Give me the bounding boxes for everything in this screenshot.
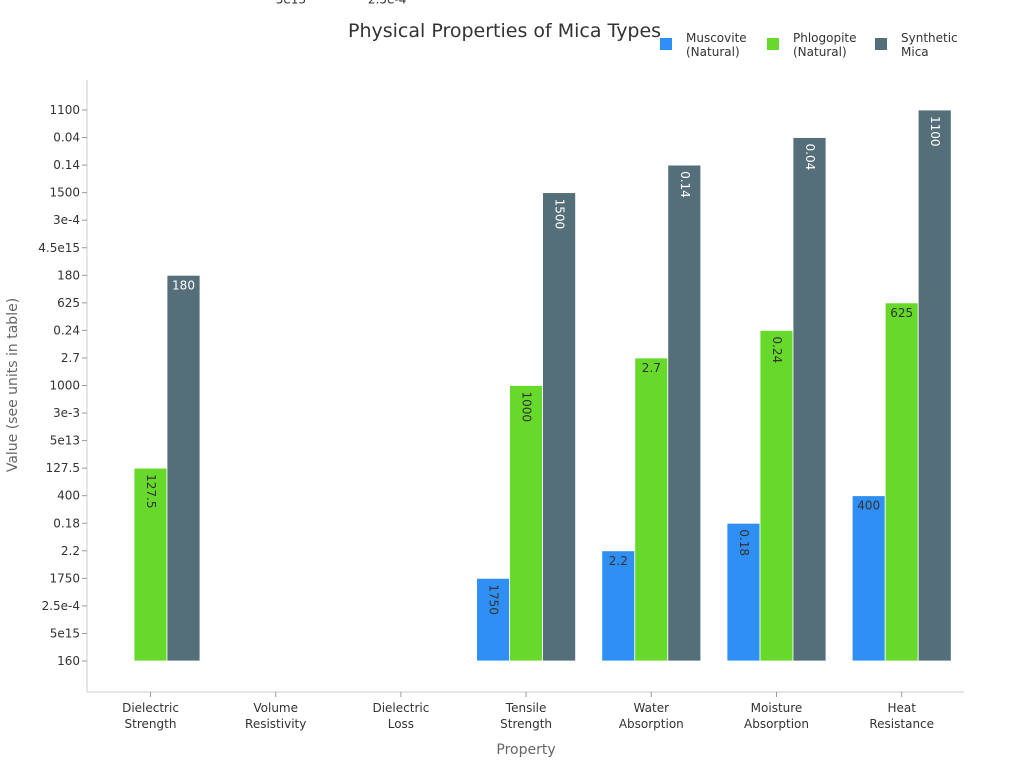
bar [917, 109, 952, 662]
bar-data-label: 2.2 [609, 554, 628, 568]
bar [133, 467, 168, 662]
chart-title: Physical Properties of Mica Types [348, 20, 662, 42]
bar-data-label: 4.5e15 [309, 0, 351, 7]
bar-data-label: 180 [172, 278, 195, 292]
bar-data-label: 0.24 [770, 336, 784, 363]
y-tick-label: 400 [57, 489, 80, 503]
legend-swatch-synthetic [875, 38, 887, 50]
bar-data-label: 3e-4 [420, 0, 447, 3]
bar [166, 274, 201, 662]
bar-data-label: 5e15 [228, 0, 258, 3]
bar-data-label: 127.5 [144, 474, 158, 508]
x-tick-label: Dielectric Loss [372, 701, 429, 731]
y-tick-label: 3e-4 [53, 213, 80, 227]
x-tick-label: Water Absorption [619, 701, 684, 731]
bar [509, 385, 544, 662]
legend-label-phlogopite: Phlogopite (Natural) [793, 31, 857, 59]
bar-data-label: 400 [857, 499, 880, 513]
y-tick-label: 2.5e-4 [42, 599, 80, 613]
bar-data-label: 0.14 [678, 171, 692, 198]
y-tick-label: 5e13 [50, 434, 80, 448]
y-tick-label: 1750 [49, 571, 80, 585]
bar [667, 164, 702, 662]
y-tick-label: 0.24 [53, 323, 80, 337]
y-tick-label: 5e15 [50, 626, 80, 640]
y-tick-label: 1100 [49, 103, 80, 117]
legend-item-muscovite: Muscovite (Natural) [660, 31, 747, 59]
bar-data-label: 1100 [928, 116, 942, 147]
y-tick-label: 1000 [49, 379, 80, 393]
legend-swatch-phlogopite [767, 38, 779, 50]
x-tick-label: Dielectric Strength [122, 701, 179, 731]
bar-data-label: 625 [890, 306, 913, 320]
legend-item-phlogopite: Phlogopite (Natural) [767, 31, 857, 59]
bar [792, 137, 827, 662]
legend-item-synthetic: Synthetic Mica [875, 31, 958, 59]
x-axis-label: Property [496, 742, 556, 758]
bar-data-label: 3e-3 [387, 0, 414, 3]
y-tick-label: 180 [57, 268, 80, 282]
legend-label-synthetic: Synthetic Mica [901, 31, 958, 59]
y-tick-label: 3e-3 [53, 406, 80, 420]
bar-data-label: 2.7 [642, 361, 661, 375]
bar-data-label: 1500 [553, 199, 567, 230]
bar [542, 192, 576, 662]
x-tick-label: Moisture Absorption [744, 701, 809, 731]
y-tick-label: 2.7 [61, 351, 80, 365]
y-tick-label: 1500 [49, 186, 80, 200]
y-tick-label: 0.18 [53, 516, 80, 530]
bar [476, 577, 511, 662]
bar-data-label: 1750 [487, 584, 501, 615]
legend: Muscovite (Natural) Phlogopite (Natural)… [660, 31, 1000, 63]
y-tick-label: 160 [57, 654, 80, 668]
bar [759, 329, 794, 662]
bar-data-label: 0.18 [737, 529, 751, 556]
bar [726, 522, 761, 662]
bar [884, 302, 919, 662]
bar [601, 550, 636, 662]
y-tick-label: 625 [57, 296, 80, 310]
y-tick-label: 0.14 [53, 158, 80, 172]
y-tick-label: 127.5 [46, 461, 80, 475]
legend-swatch-muscovite [660, 38, 672, 50]
y-tick-label: 0.04 [53, 131, 80, 145]
x-tick-label: Heat Resistance [869, 701, 934, 731]
bar-data-label: 5e13 [276, 0, 306, 7]
x-tick-label: Tensile Strength [500, 701, 552, 731]
legend-label-muscovite: Muscovite (Natural) [686, 31, 747, 59]
y-tick-label: 2.2 [61, 544, 80, 558]
bar-data-label: 1000 [520, 392, 534, 423]
bar-data-label: 2.5e-4 [368, 0, 406, 7]
bar-data-label: 0.04 [803, 144, 817, 171]
bar [634, 357, 669, 662]
y-tick-label: 4.5e15 [38, 241, 80, 255]
bar [851, 495, 886, 662]
x-tick-label: Volume Resistivity [245, 701, 306, 731]
